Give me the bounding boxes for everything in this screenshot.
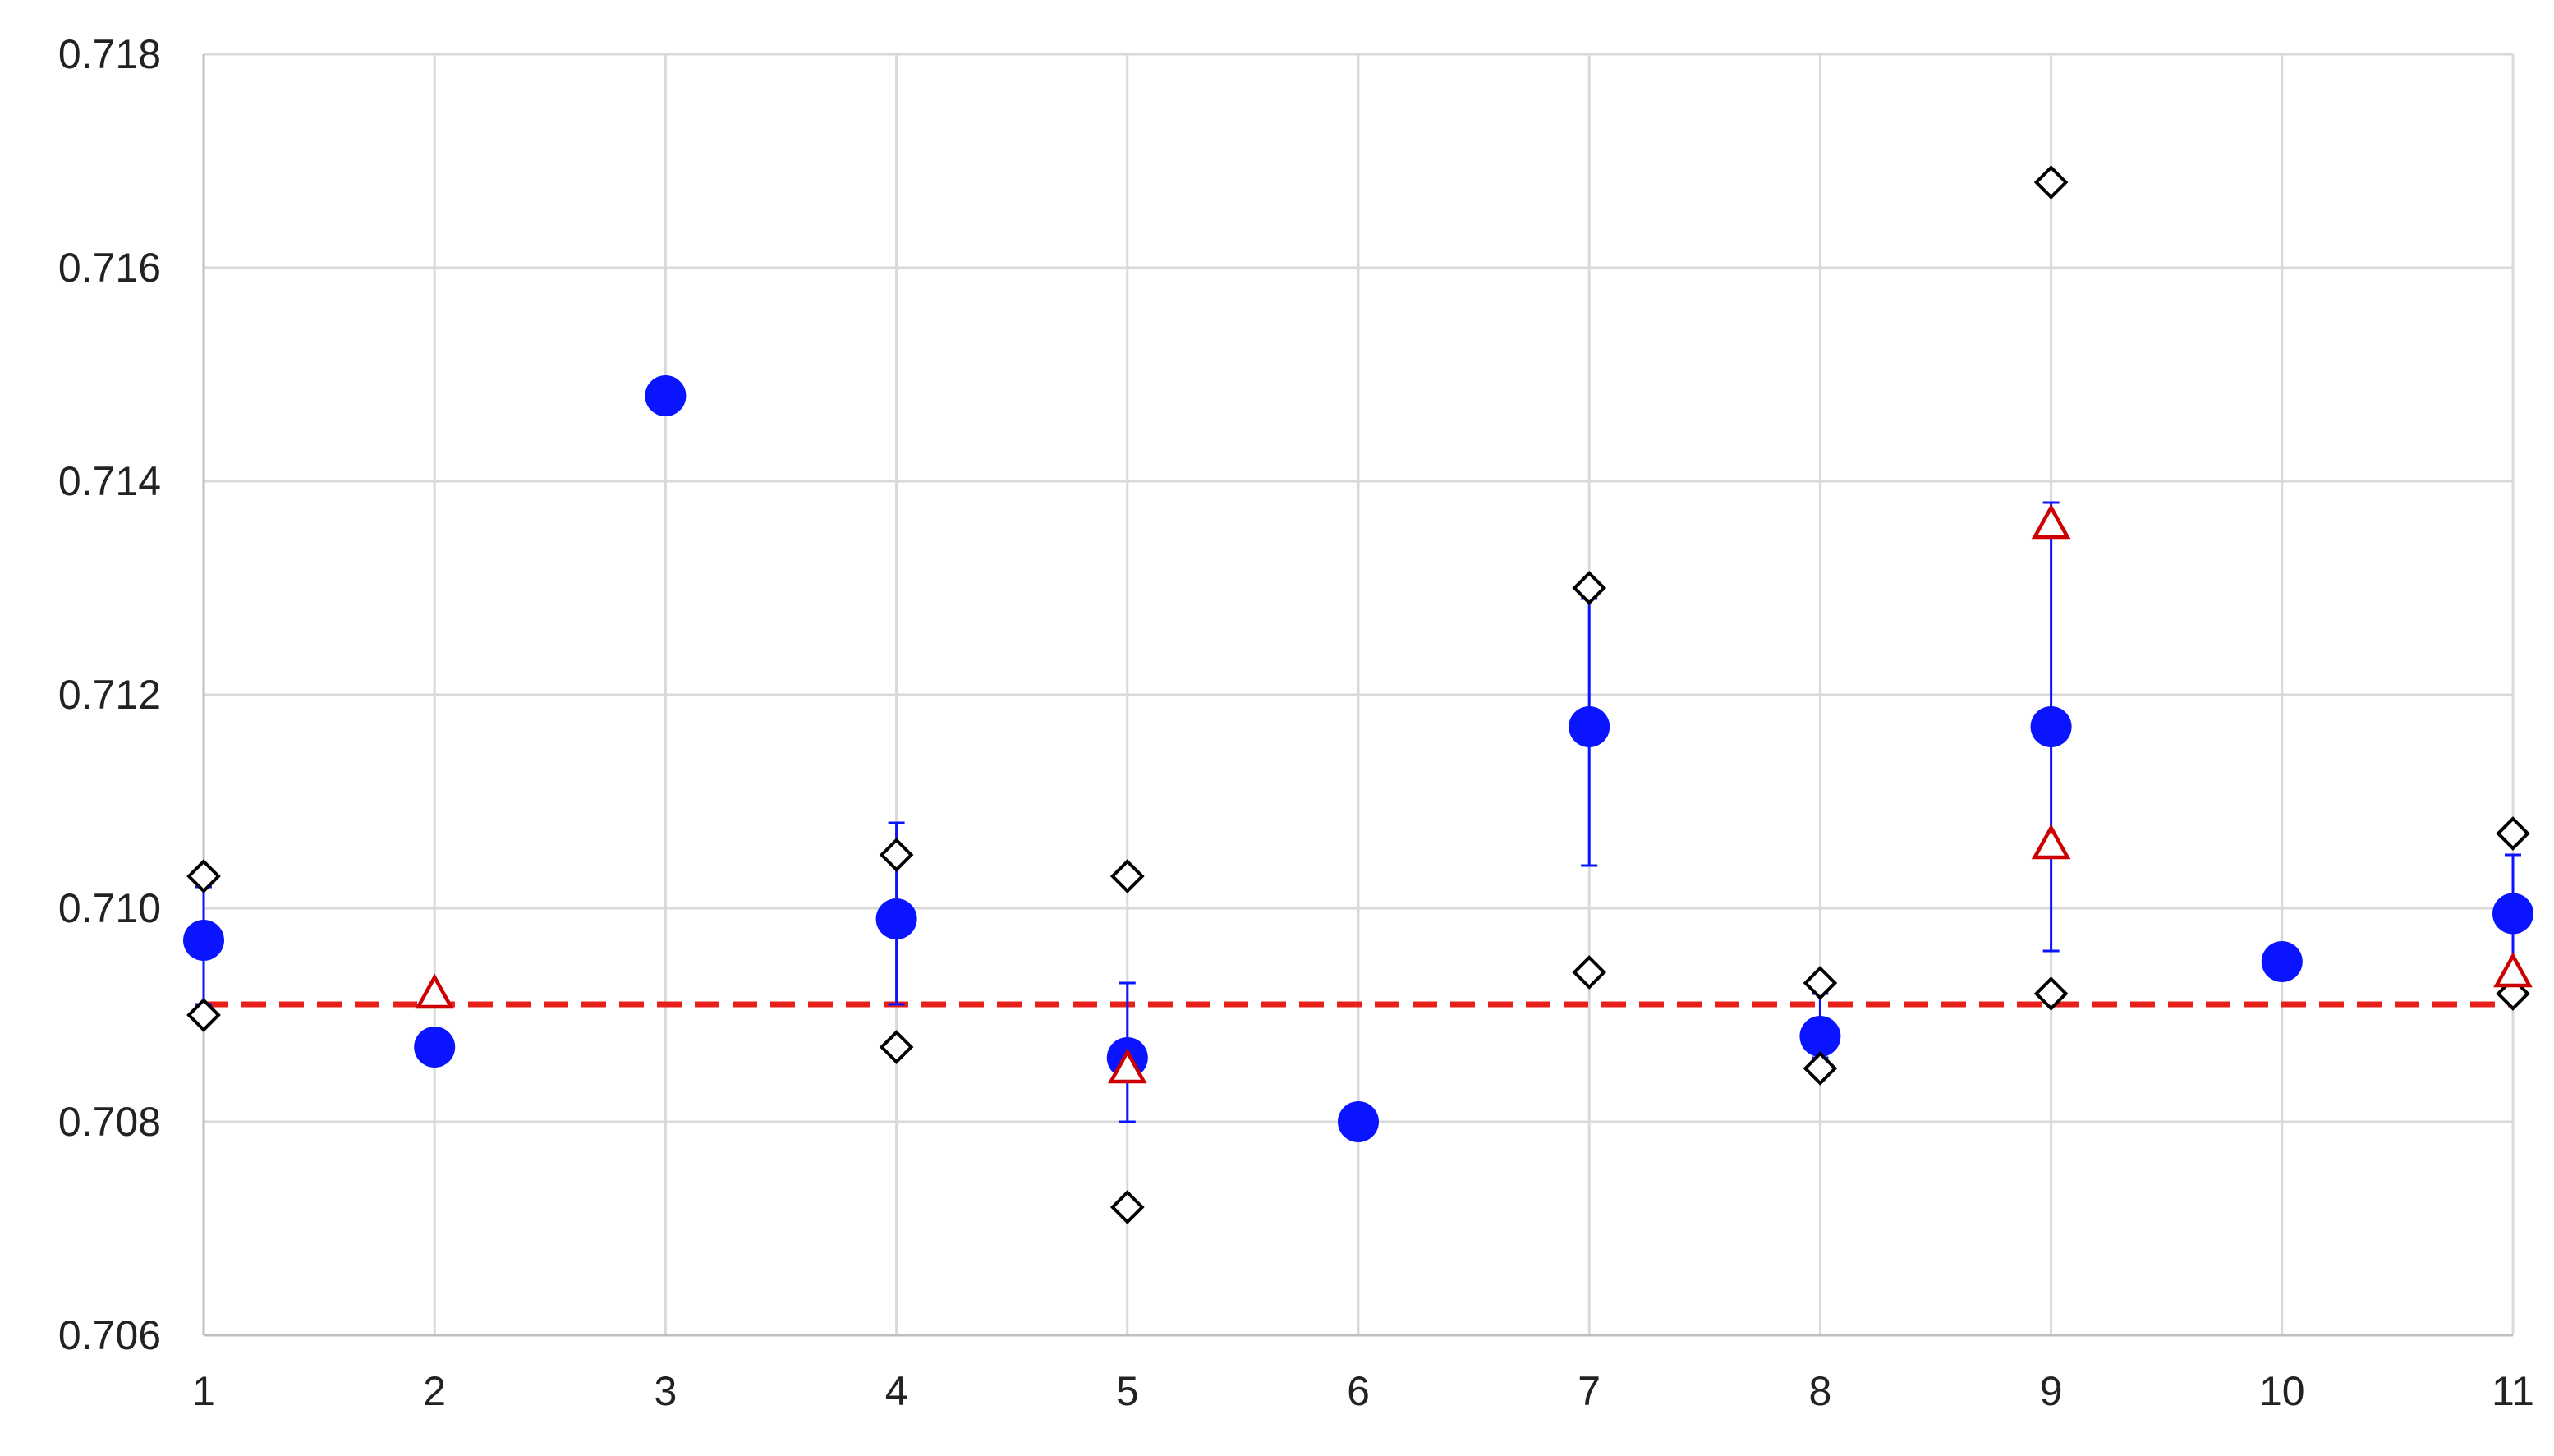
y-tick-label: 0.712 — [58, 672, 161, 718]
x-tick-label: 2 — [423, 1368, 446, 1414]
diamond-point — [1803, 966, 1838, 1000]
diamond-point — [186, 859, 221, 893]
x-tick-label: 7 — [1578, 1368, 1601, 1414]
triangle-point — [415, 973, 455, 1009]
y-tick-label: 0.716 — [58, 245, 161, 291]
diamond-point — [879, 1030, 914, 1064]
circle-point — [645, 375, 687, 416]
triangle-point — [2031, 824, 2071, 860]
diamond-point — [186, 998, 221, 1032]
circle-point — [2261, 941, 2303, 982]
x-tick-label: 3 — [654, 1368, 677, 1414]
x-tick-label: 11 — [2492, 1368, 2534, 1414]
diamond-point — [2033, 976, 2069, 1011]
data-points — [183, 165, 2533, 1224]
x-tick-label: 9 — [2040, 1368, 2063, 1414]
diamond-point — [1109, 1190, 1145, 1224]
diamond-point — [1803, 1051, 1838, 1086]
circle-point — [2030, 706, 2072, 747]
x-tick-label: 4 — [885, 1368, 908, 1414]
circle-point — [1569, 706, 1610, 747]
y-tick-label: 0.710 — [58, 885, 161, 931]
tick-labels: 1 2 3 4 5 6 7 8 9 10 11 0.706 0.708 0.710 0.712 0.714 0.… — [58, 31, 2534, 1414]
x-tick-label: 10 — [2259, 1368, 2305, 1414]
circle-point — [1799, 1016, 1841, 1057]
x-tick-label: 8 — [1808, 1368, 1831, 1414]
diamond-point — [1572, 955, 1607, 990]
diamond-point — [879, 838, 914, 872]
diamond-point — [1572, 571, 1607, 605]
y-tick-label: 0.714 — [58, 458, 161, 504]
circle-point — [2492, 893, 2533, 935]
x-tick-label: 5 — [1116, 1368, 1139, 1414]
circle-point — [875, 898, 917, 939]
y-tick-label: 0.718 — [58, 31, 161, 77]
diamond-point — [2033, 165, 2069, 200]
circle-point — [183, 920, 224, 961]
triangle-point — [2031, 503, 2071, 540]
y-tick-label: 0.706 — [58, 1312, 161, 1358]
diamond-point — [2496, 816, 2530, 851]
triangle-point — [1107, 1048, 1147, 1084]
triangle-point — [2493, 952, 2533, 988]
diamond-point — [1109, 859, 1145, 893]
grid — [204, 53, 2515, 1335]
x-tick-label: 6 — [1347, 1368, 1370, 1414]
axes — [202, 54, 2513, 1337]
circle-point — [1338, 1101, 1379, 1142]
circle-point — [414, 1027, 456, 1068]
x-tick-label: 1 — [192, 1368, 215, 1414]
y-tick-label: 0.708 — [58, 1099, 161, 1145]
